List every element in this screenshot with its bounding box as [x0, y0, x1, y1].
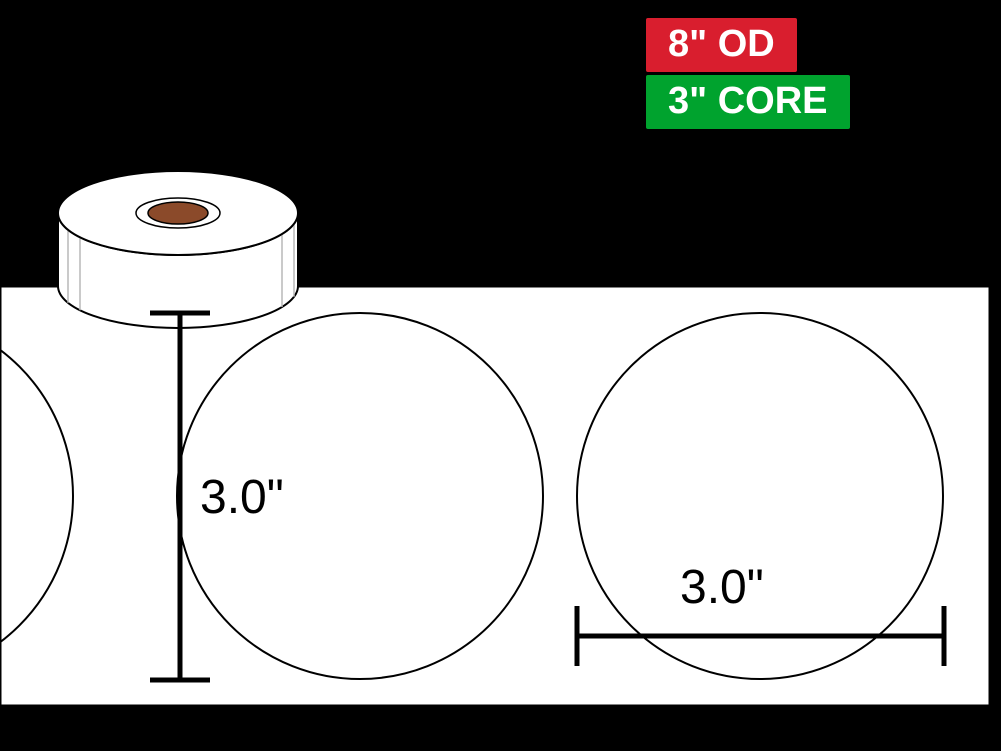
diagram-svg [0, 0, 1001, 751]
core-badge: 3" CORE [646, 75, 850, 129]
od-badge: 8" OD [646, 18, 797, 72]
vertical-dimension-label: 3.0" [200, 470, 284, 525]
roll-core-inner [148, 202, 208, 224]
horizontal-dimension-label: 3.0" [680, 560, 764, 615]
label-circle-2 [577, 313, 943, 679]
